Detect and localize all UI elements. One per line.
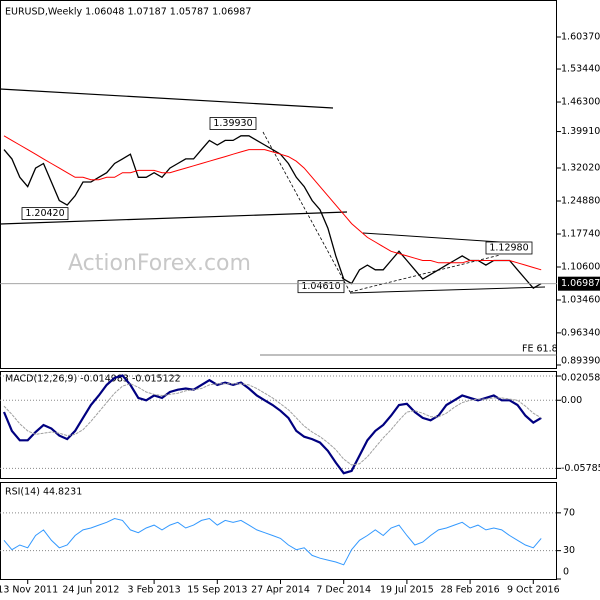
series-line	[3, 135, 542, 290]
x-tick-label: 15 Sep 2013	[187, 585, 247, 596]
y-tick-label: 30	[563, 545, 575, 556]
watermark: ActionForex.com	[68, 251, 251, 276]
current-price-label: 1.06987	[561, 278, 600, 289]
series-line	[3, 383, 542, 466]
x-tick-label: 3 Feb 2013	[128, 585, 181, 596]
y-tick-label: 1.39910	[561, 126, 600, 137]
y-tick-label: 1.10600	[561, 261, 600, 272]
y-tick-label: 1.24880	[561, 196, 600, 207]
y-tick-label: 1.17740	[561, 228, 600, 239]
macd-title: MACD(12,26,9) -0.014983 -0.015122	[5, 374, 181, 385]
x-tick-label: 27 Apr 2014	[251, 585, 310, 596]
y-tick-label: 1.03460	[561, 294, 600, 305]
fib-line	[349, 254, 501, 293]
y-tick-label: 0.89390	[561, 356, 600, 367]
annotation-label: 1.04610	[301, 281, 340, 292]
y-tick-label: 70	[563, 507, 575, 518]
y-tick-label: 1.46300	[561, 97, 600, 108]
price-panel	[0, 0, 557, 369]
annotation-box	[21, 207, 69, 221]
annotation-label: 1.12980	[489, 242, 528, 253]
y-tick-label: 1.60370	[561, 32, 600, 43]
y-tick-label: 1.32020	[561, 163, 600, 174]
trend-lines	[0, 88, 557, 356]
annotation-label: 1.20420	[25, 208, 64, 219]
series-line	[3, 517, 542, 566]
rsi-title: RSI(14) 44.8231	[5, 487, 82, 498]
trend-line	[0, 88, 334, 109]
panel-frames	[0, 0, 557, 580]
y-tick-label: 0.96340	[561, 327, 600, 338]
y-tick-label: 0	[563, 567, 569, 578]
fib-line	[262, 131, 351, 293]
x-tick-label: 7 Dec 2014	[316, 585, 371, 596]
x-tick-label: 9 Oct 2016	[507, 585, 560, 596]
series-line	[2, 374, 542, 475]
x-tick-label: 24 Jun 2012	[62, 585, 119, 596]
x-tick-label: 13 Nov 2011	[0, 585, 58, 596]
series-line	[3, 135, 542, 271]
annotation-box	[485, 241, 533, 255]
fe-label: FE 61.8	[522, 344, 558, 355]
y-tick-label: -0.057859	[561, 463, 600, 474]
x-tick-label: 28 Feb 2016	[441, 585, 500, 596]
x-tick-label: 19 Jul 2015	[380, 585, 434, 596]
trend-line	[0, 211, 348, 225]
rsi-panel	[0, 482, 557, 580]
channel-line	[349, 286, 546, 294]
current-price-box	[558, 276, 600, 291]
y-tick-label: 0.020585	[561, 373, 600, 384]
macd-panel	[0, 371, 557, 479]
annotation-box	[209, 117, 257, 130]
annotation-label: 1.39930	[213, 118, 252, 129]
y-tick-label: 0.00	[561, 395, 582, 406]
y-tick-label: 1.53440	[561, 64, 600, 75]
chart-title: EURUSD,Weekly 1.06048 1.07187 1.05787 1.…	[5, 7, 251, 18]
